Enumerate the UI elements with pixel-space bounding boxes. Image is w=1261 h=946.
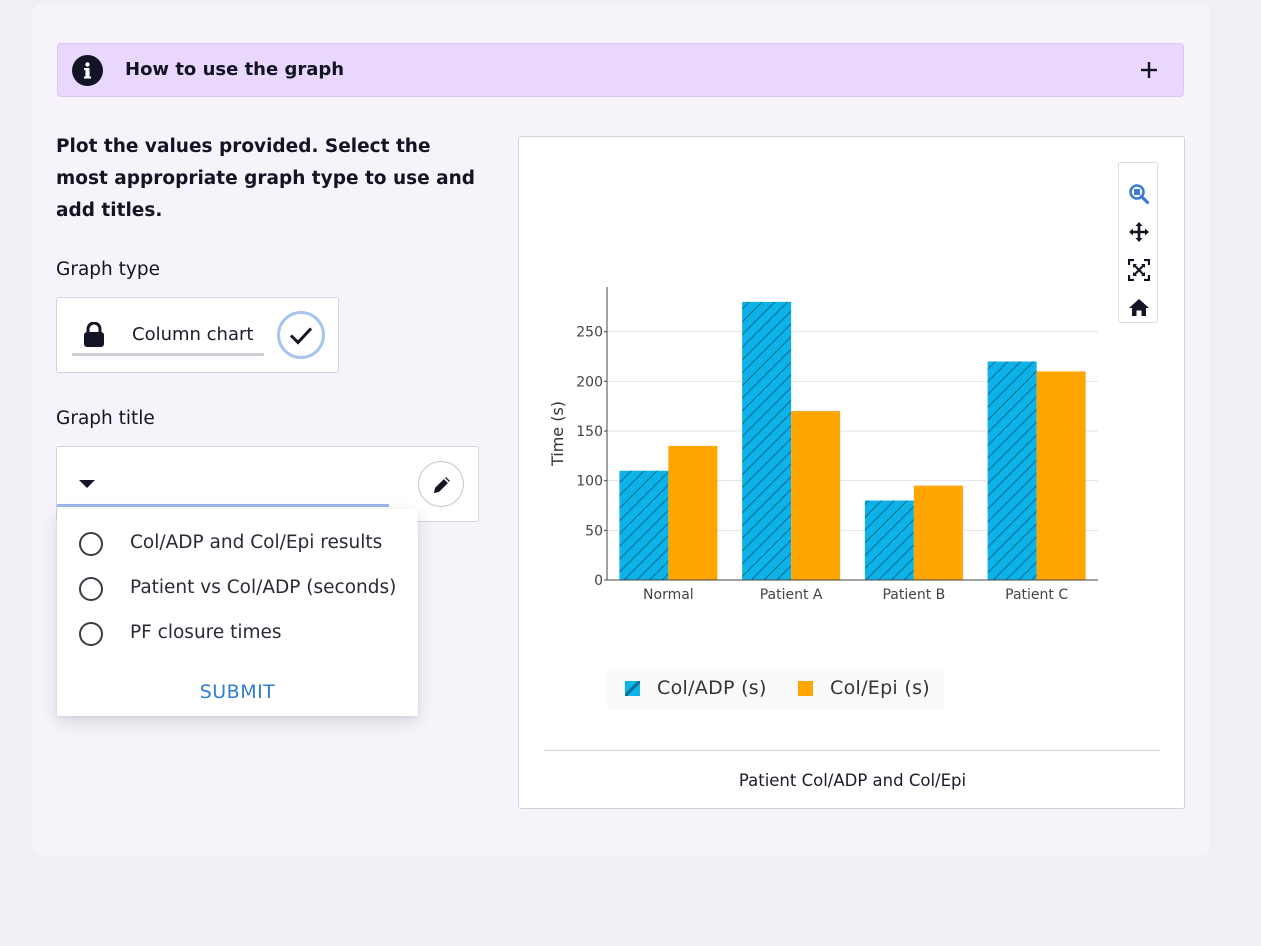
legend-swatch-col-epi (798, 681, 813, 696)
bar-col-adp (987, 361, 1037, 580)
lock-icon (84, 322, 104, 347)
accordion-title: How to use the graph (125, 59, 345, 80)
axes: 0 50 100 150 200 250 Normal Patient A Patient B P… (548, 287, 1098, 603)
pan-icon[interactable] (1128, 221, 1150, 243)
autoscale-icon[interactable] (1128, 259, 1150, 281)
y-tick-label: 250 (576, 325, 603, 341)
bar-col-epi (1036, 371, 1086, 580)
graph-panel: 0 50 100 150 200 250 Normal Patient A Patient B P… (518, 136, 1185, 809)
title-option-1[interactable]: Col/ADP and Col/Epi results (79, 531, 409, 561)
x-tick-label: Patient C (1005, 587, 1068, 603)
graph-title-label: Graph title (56, 408, 155, 429)
bar-col-adp (864, 500, 914, 580)
legend-swatch-col-adp (625, 681, 640, 696)
bar-col-epi (791, 411, 841, 580)
graph-title-underline (57, 504, 389, 507)
title-option-label: Col/ADP and Col/Epi results (130, 532, 383, 553)
bar-col-adp (742, 301, 792, 580)
radio-button[interactable] (79, 577, 103, 601)
caption-divider (544, 750, 1160, 751)
how-to-use-accordion[interactable]: How to use the graph (57, 43, 1184, 97)
chart-legend: Col/ADP (s) Col/Epi (s) (607, 668, 944, 710)
y-tick-label: 200 (576, 374, 603, 390)
dropdown-caret-icon[interactable] (79, 480, 95, 488)
legend-label-col-epi: Col/Epi (s) (830, 677, 930, 699)
column-chart: 0 50 100 150 200 250 Normal Patient A Patient B P… (548, 287, 1098, 603)
bars (619, 301, 1086, 580)
x-tick-label: Patient B (882, 587, 945, 603)
graph-type-field: Column chart (56, 297, 339, 373)
plot-modebar (1118, 162, 1158, 323)
home-icon[interactable] (1128, 297, 1150, 319)
radio-button[interactable] (79, 622, 103, 646)
edit-title-button[interactable] (418, 461, 464, 507)
title-option-2[interactable]: Patient vs Col/ADP (seconds) (79, 576, 409, 606)
x-tick-label: Patient A (760, 587, 823, 603)
y-tick-label: 150 (576, 424, 603, 440)
bar-col-adp (619, 470, 669, 580)
graph-type-value: Column chart (132, 324, 254, 345)
y-axis-title: Time (s) (548, 401, 567, 467)
graph-type-underline (72, 353, 264, 356)
graph-caption: Patient Col/ADP and Col/Epi (738, 771, 967, 790)
check-icon (277, 311, 325, 359)
y-tick-label: 50 (585, 523, 603, 539)
radio-button[interactable] (79, 532, 103, 556)
submit-button[interactable]: SUBMIT (199, 681, 276, 703)
graph-title-dropdown: Col/ADP and Col/Epi results Patient vs C… (57, 509, 418, 716)
plus-icon[interactable] (1137, 58, 1161, 82)
y-tick-label: 0 (594, 573, 603, 589)
instructions-text: Plot the values provided. Select the mos… (56, 136, 476, 221)
x-tick-label: Normal (643, 587, 694, 603)
title-option-label: Patient vs Col/ADP (seconds) (130, 577, 397, 598)
legend-label-col-adp: Col/ADP (s) (657, 677, 767, 699)
title-option-label: PF closure times (130, 622, 282, 643)
info-icon (72, 55, 103, 86)
zoom-icon[interactable] (1128, 183, 1150, 205)
bar-col-epi (913, 485, 963, 580)
bar-col-epi (668, 445, 718, 580)
pencil-icon (434, 477, 450, 493)
y-tick-label: 100 (576, 474, 603, 490)
title-option-3[interactable]: PF closure times (79, 621, 409, 651)
graph-type-label: Graph type (56, 259, 160, 280)
